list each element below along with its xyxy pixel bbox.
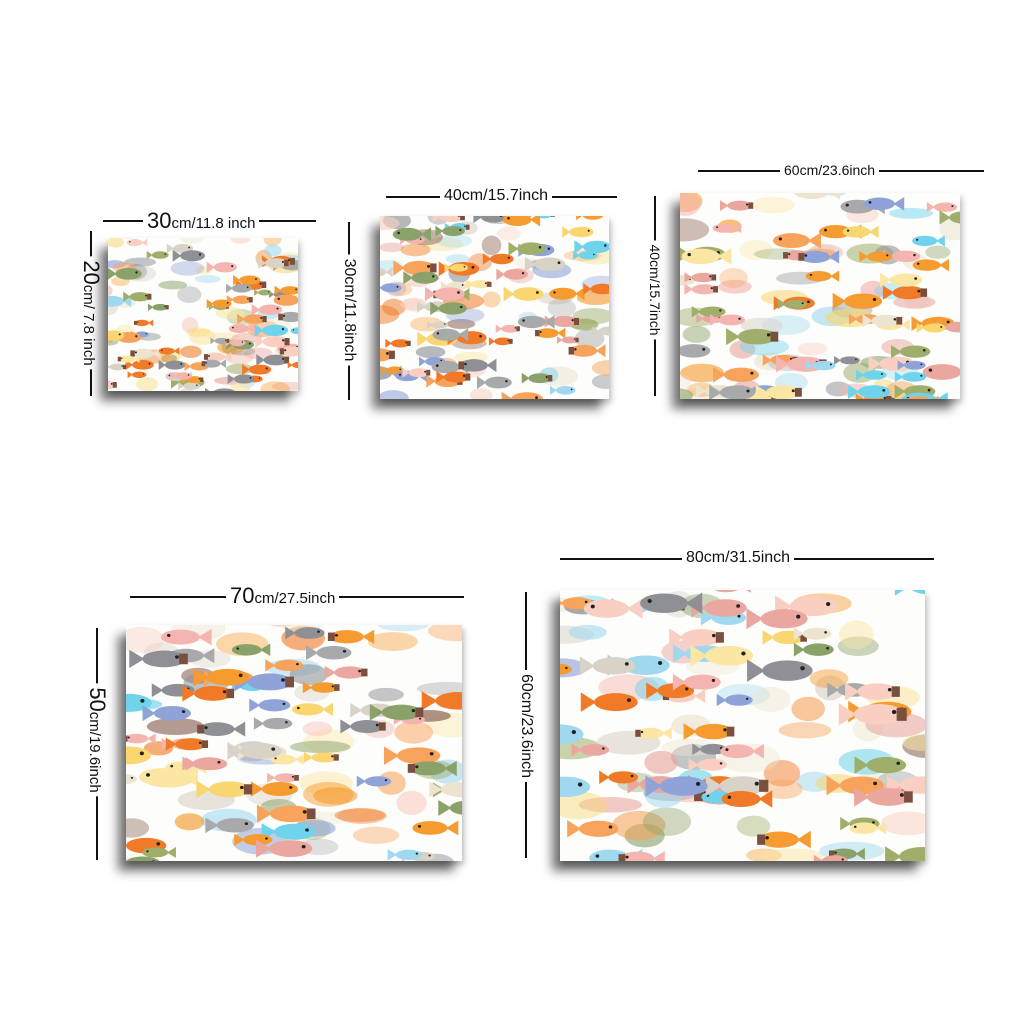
width-dimension-label: 70cm/27.5inch — [226, 583, 340, 608]
width-dimension-label: 30cm/11.8 inch — [143, 208, 260, 233]
fish-school-painting — [680, 193, 960, 399]
fish-school-painting — [560, 590, 925, 861]
fish-school-painting — [380, 216, 609, 399]
canvas-print-30x20[interactable] — [108, 238, 298, 391]
height-unit: cm/19.6inch — [86, 711, 103, 793]
width-dimension-label: 40cm/15.7inch — [440, 188, 553, 204]
height-dimension-label: 40cm/15.7inch — [647, 240, 663, 340]
fish-school-painting — [126, 625, 462, 861]
height-value: 50 — [85, 687, 110, 712]
canvas-print-70x50[interactable] — [126, 625, 462, 861]
height-value: 20 — [79, 260, 104, 285]
width-dimension-label: 60cm/23.6inch — [780, 163, 880, 177]
height-dimension-label: 30cm/11.8inch — [341, 254, 358, 366]
height-unit: cm/ 7.8 inch — [80, 284, 97, 366]
width-value: 30 — [147, 208, 172, 233]
width-unit: cm/11.8 inch — [171, 215, 256, 232]
canvas-print-80x60[interactable] — [560, 590, 925, 861]
height-dimension-label: 50cm/19.6inch — [85, 683, 110, 797]
height-dimension-label: 20cm/ 7.8 inch — [79, 256, 104, 370]
canvas-print-60x40[interactable] — [680, 193, 960, 399]
height-dimension-label: 60cm/23.6inch — [518, 669, 535, 783]
width-dimension-label: 80cm/31.5inch — [682, 550, 795, 566]
width-unit: cm/27.5inch — [254, 590, 336, 607]
width-value: 70 — [230, 583, 255, 608]
fish-school-painting — [108, 238, 298, 391]
canvas-print-40x30[interactable] — [380, 216, 609, 399]
